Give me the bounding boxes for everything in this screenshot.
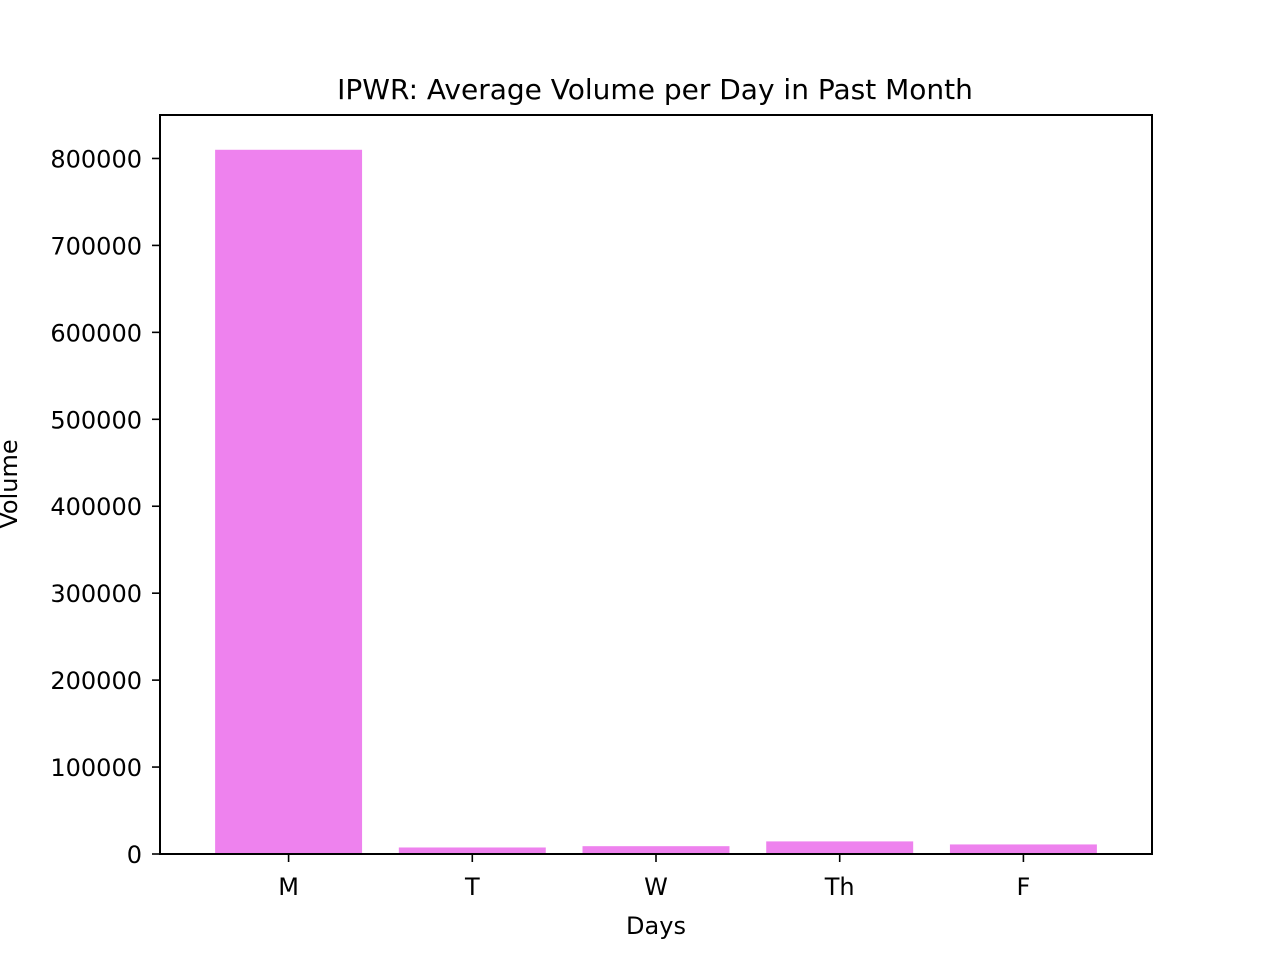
y-tick-label: 400000 bbox=[50, 493, 142, 521]
x-tick-label: W bbox=[644, 873, 668, 901]
y-tick-label: 100000 bbox=[50, 754, 142, 782]
x-tick-label: F bbox=[1017, 873, 1031, 901]
bar-th bbox=[766, 841, 914, 854]
x-axis-label: Days bbox=[626, 912, 686, 940]
bar-m bbox=[215, 149, 363, 854]
y-axis-ticks: 0 100000 200000 300000 400000 500000 600000 700… bbox=[50, 145, 160, 869]
y-tick-label: 700000 bbox=[50, 232, 142, 260]
x-tick-label: T bbox=[464, 873, 480, 901]
bar-t bbox=[398, 847, 546, 854]
chart-title: IPWR: Average Volume per Day in Past Mon… bbox=[337, 73, 973, 106]
y-tick-label: 600000 bbox=[50, 319, 142, 347]
bar-w bbox=[582, 846, 730, 854]
y-tick-label: 500000 bbox=[50, 406, 142, 434]
plot-frame bbox=[159, 114, 1153, 855]
x-tick-label: M bbox=[278, 873, 299, 901]
y-axis-label: Volume bbox=[0, 439, 23, 528]
bars-layer bbox=[215, 149, 1097, 854]
y-tick-label: 200000 bbox=[50, 667, 142, 695]
y-tick-label: 0 bbox=[127, 841, 142, 869]
x-axis-ticks: M T W Th F bbox=[278, 854, 1030, 901]
y-tick-label: 800000 bbox=[50, 145, 142, 173]
y-tick-label: 300000 bbox=[50, 580, 142, 608]
bar-f bbox=[949, 844, 1097, 854]
x-tick-label: Th bbox=[824, 873, 855, 901]
